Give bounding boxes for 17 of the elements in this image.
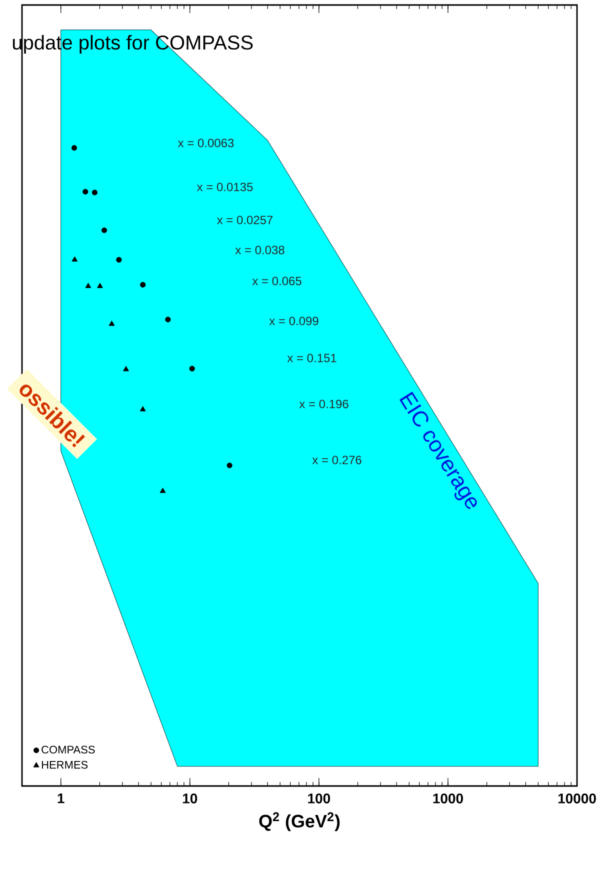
annotation: x = 0.038 [235, 246, 284, 254]
x-tick-label: 1000 [433, 794, 463, 804]
legend-label: HERMES [42, 760, 88, 769]
x-tick-label: 1 [58, 794, 64, 804]
annotation: x = 0.276 [312, 456, 362, 464]
annotation: x = 0.151 [287, 354, 336, 362]
annotation: x = 0.196 [299, 400, 348, 408]
annotation: x = 0.0135 [196, 182, 253, 192]
annotation: x = 0.065 [252, 276, 302, 286]
x-tick-label: 10 [182, 794, 198, 804]
annotation: x = 0.099 [269, 316, 318, 326]
legend-label: COMPASS [42, 746, 95, 754]
x-tick-label: 100 [308, 794, 330, 804]
x-tick-label: 10000 [558, 794, 596, 804]
annotation: x = 0.0257 [216, 216, 273, 224]
x-axis-title: Q$^{2}$ (GeV$^{2}$) [259, 812, 340, 832]
annotation: x = 0.0063 [178, 138, 234, 148]
